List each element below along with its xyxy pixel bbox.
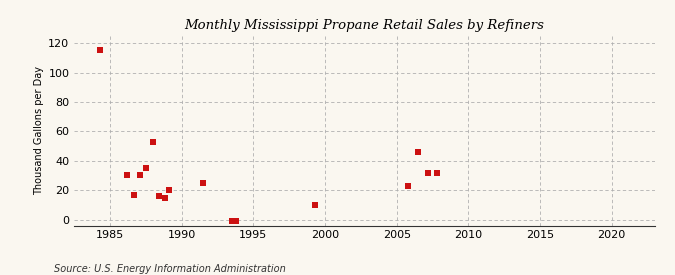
- Point: [403, 184, 414, 188]
- Point: [140, 166, 151, 170]
- Point: [95, 48, 105, 53]
- Point: [163, 188, 174, 192]
- Point: [431, 170, 442, 175]
- Point: [310, 203, 321, 207]
- Point: [227, 219, 238, 223]
- Point: [153, 194, 164, 198]
- Point: [135, 173, 146, 178]
- Point: [198, 181, 209, 185]
- Point: [122, 173, 133, 178]
- Text: Source: U.S. Energy Information Administration: Source: U.S. Energy Information Administ…: [54, 264, 286, 274]
- Point: [423, 170, 433, 175]
- Point: [148, 139, 159, 144]
- Point: [413, 150, 424, 154]
- Point: [159, 195, 170, 200]
- Point: [231, 219, 242, 223]
- Point: [129, 192, 140, 197]
- Y-axis label: Thousand Gallons per Day: Thousand Gallons per Day: [34, 66, 44, 195]
- Title: Monthly Mississippi Propane Retail Sales by Refiners: Monthly Mississippi Propane Retail Sales…: [184, 19, 545, 32]
